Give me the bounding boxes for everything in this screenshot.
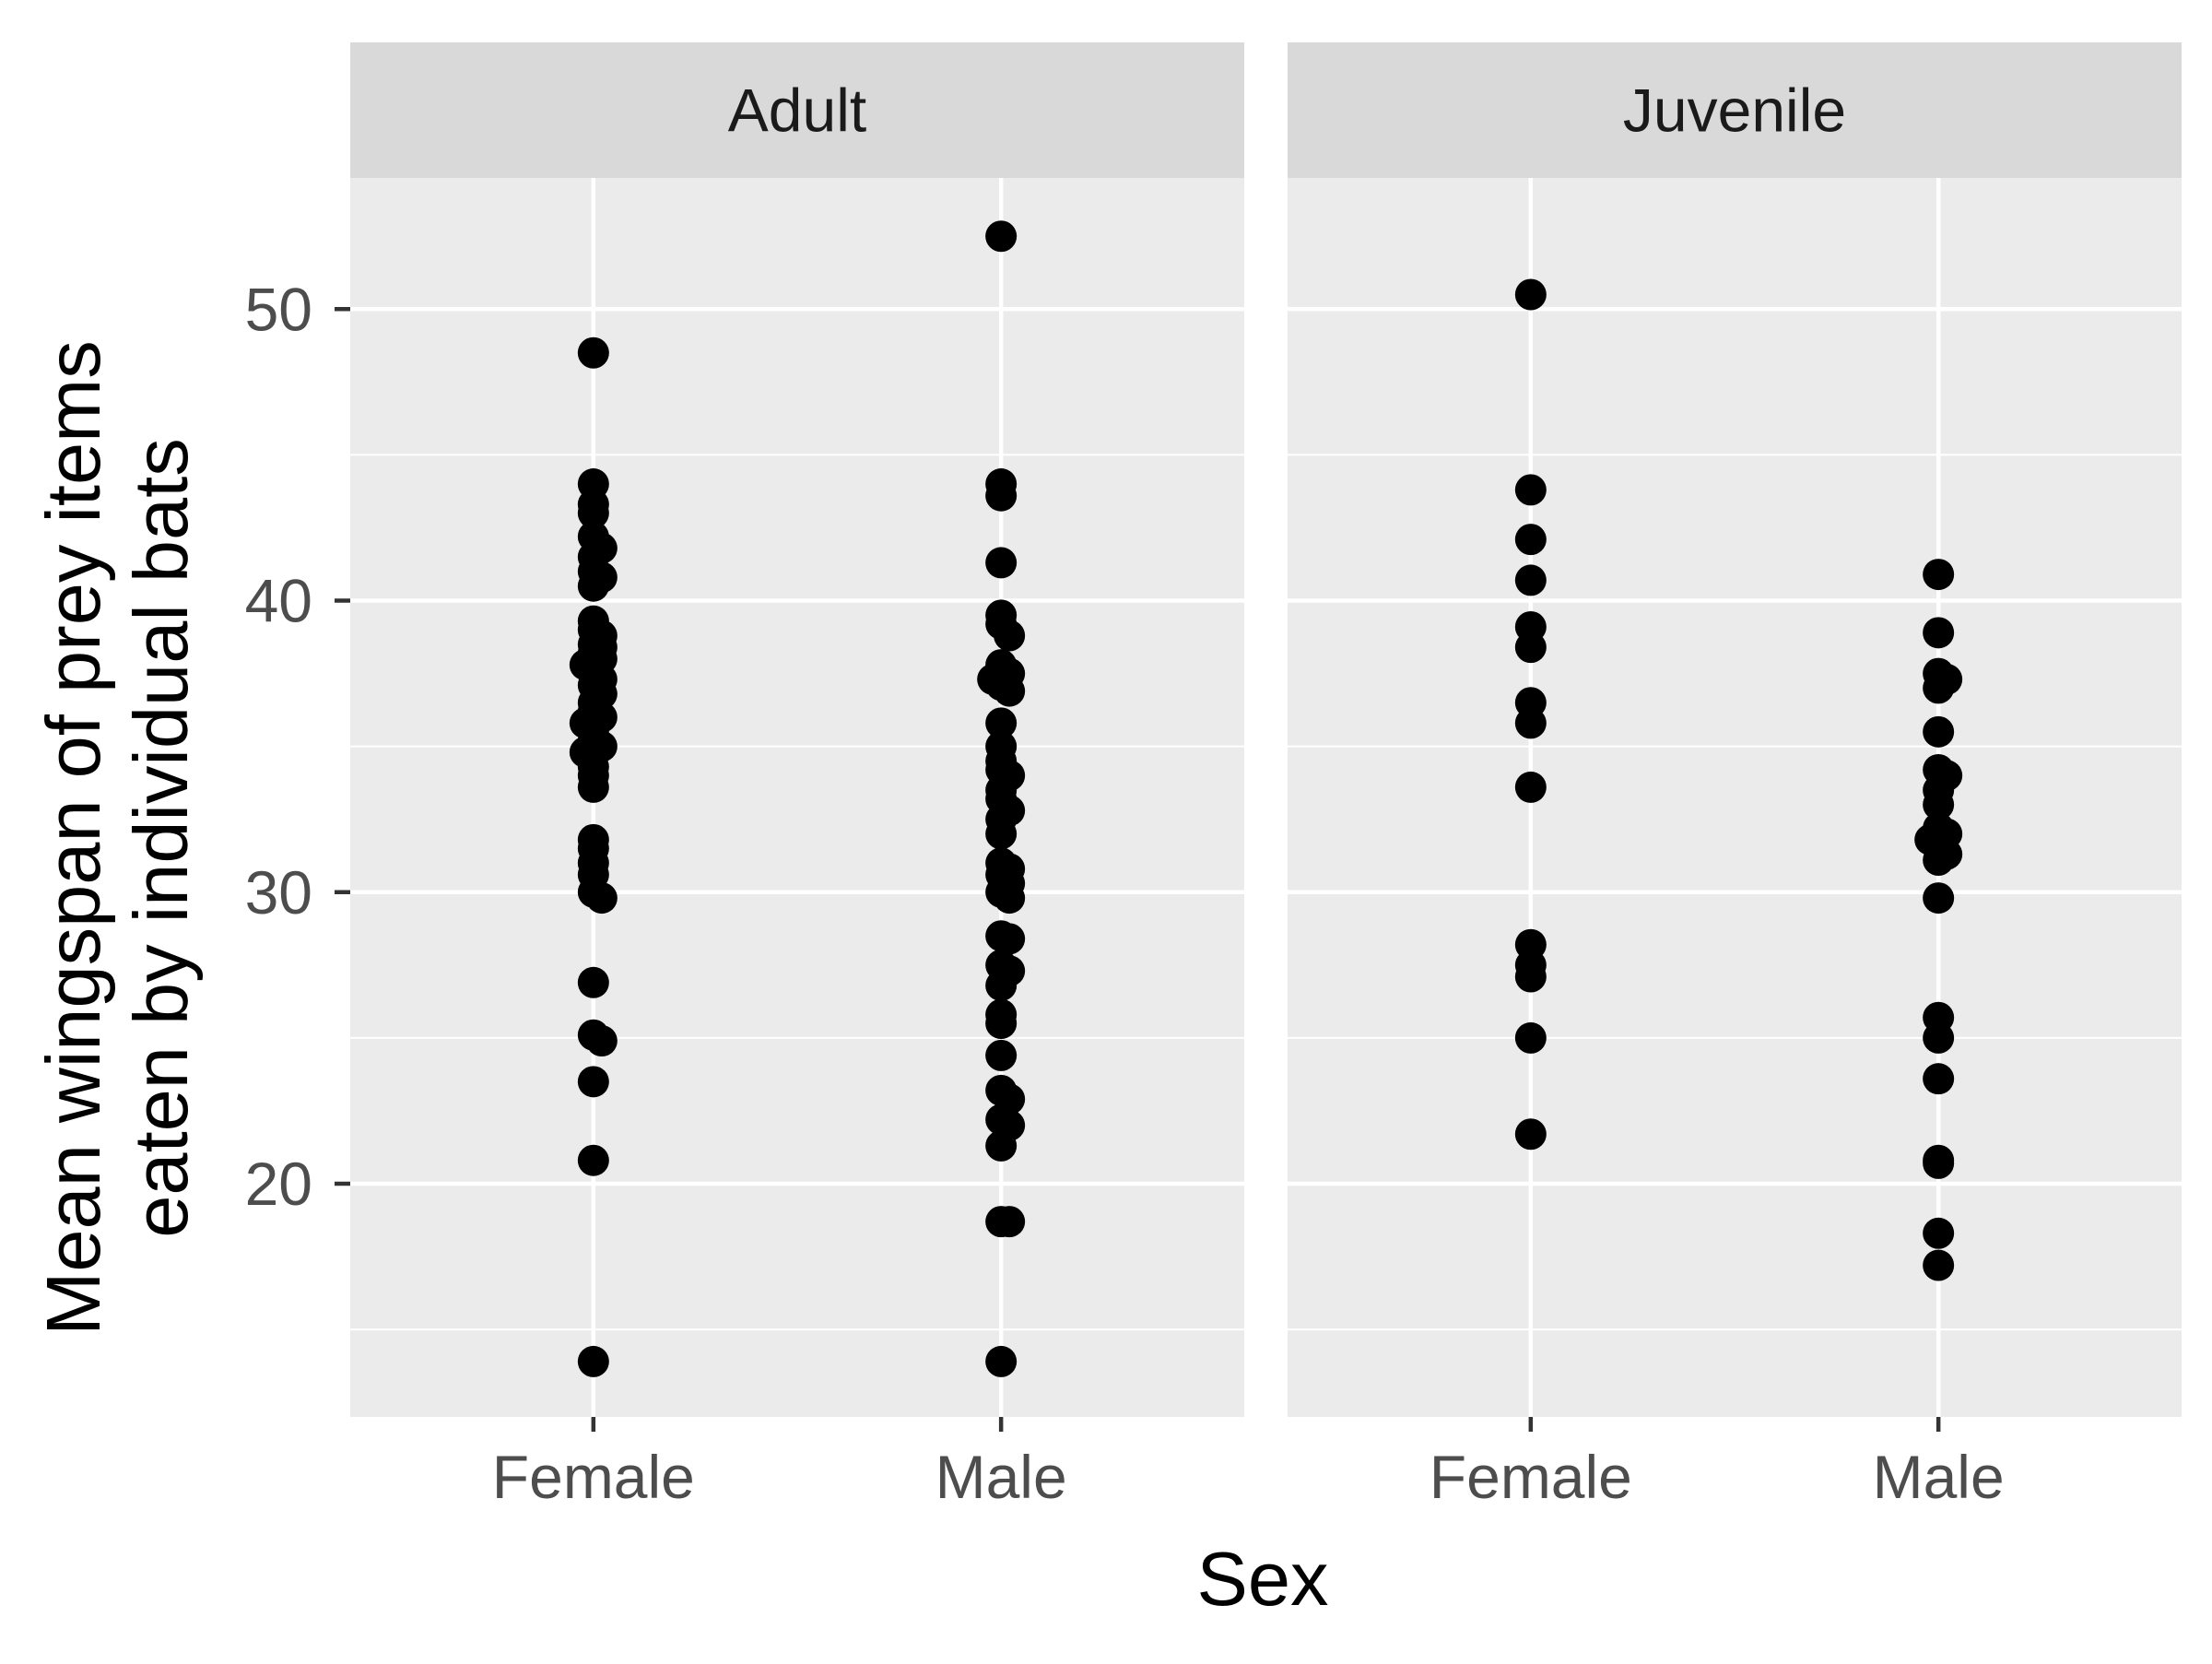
data-point xyxy=(1923,844,1955,876)
data-point xyxy=(985,479,1018,512)
data-point xyxy=(985,707,1018,739)
data-point xyxy=(994,882,1026,915)
y-axis-title: Mean wingspan of prey items eaten by ind… xyxy=(30,340,204,1336)
x-axis-title: Sex xyxy=(1196,1536,1328,1622)
data-point xyxy=(577,966,609,998)
x-tick-label: Male xyxy=(935,1443,1067,1511)
data-point xyxy=(994,620,1026,652)
facet-panel-adult: Adult xyxy=(350,42,1244,1417)
series-male xyxy=(977,220,1026,1377)
data-point xyxy=(985,969,1018,1001)
y-tick-label: 20 xyxy=(245,1150,312,1218)
data-point xyxy=(577,771,609,803)
data-point xyxy=(1514,961,1547,993)
data-point xyxy=(1514,564,1547,596)
y-axis-title-line-1: Mean wingspan of prey items xyxy=(30,340,116,1336)
data-point xyxy=(1923,788,1955,820)
y-axis-title-line-2: eaten by individual bats xyxy=(118,438,204,1238)
data-point xyxy=(1923,1147,1955,1179)
data-point xyxy=(577,1144,609,1176)
data-point xyxy=(577,1066,609,1098)
data-point xyxy=(985,547,1018,579)
facet-strip-label: Juvenile xyxy=(1623,77,1846,145)
series-male xyxy=(1914,559,1963,1281)
data-point xyxy=(1514,1118,1547,1151)
data-point xyxy=(1923,1021,1955,1054)
data-point xyxy=(985,818,1018,850)
data-point xyxy=(985,1129,1018,1162)
data-point xyxy=(1514,524,1547,556)
y-axis: 20 30 40 50 xyxy=(245,275,350,1218)
data-point xyxy=(994,1206,1026,1238)
data-point xyxy=(1923,672,1955,704)
data-point xyxy=(985,1008,1018,1040)
y-tick-label: 50 xyxy=(245,275,312,343)
data-point xyxy=(577,570,609,602)
data-point xyxy=(1514,474,1547,506)
facet-strip xyxy=(1288,42,2182,178)
data-point xyxy=(577,497,609,529)
panels-layer: Adult Juvenile xyxy=(350,42,2182,1417)
data-point xyxy=(985,220,1018,253)
data-point xyxy=(1923,1063,1955,1095)
data-point xyxy=(1514,707,1547,739)
data-point xyxy=(577,336,609,369)
data-point xyxy=(1923,559,1955,591)
data-point xyxy=(994,923,1026,955)
data-point xyxy=(1923,715,1955,748)
facet-strip-label: Adult xyxy=(728,77,866,145)
data-point xyxy=(585,1025,618,1057)
data-point xyxy=(994,675,1026,707)
x-axis: Female Male Female Male xyxy=(492,1417,2005,1511)
data-point xyxy=(1923,882,1955,915)
data-point xyxy=(985,1039,1018,1071)
data-point xyxy=(1514,278,1547,311)
data-point xyxy=(585,882,618,915)
facet-strip xyxy=(350,42,1244,178)
data-point xyxy=(1514,771,1547,803)
y-tick-label: 30 xyxy=(245,858,312,926)
data-point xyxy=(1923,1217,1955,1249)
panel-background xyxy=(1288,178,2182,1417)
x-tick-label: Female xyxy=(1430,1443,1632,1511)
facet-panel-juvenile: Juvenile xyxy=(1288,42,2182,1417)
data-point xyxy=(1514,631,1547,664)
data-point xyxy=(1514,1021,1547,1054)
panel-background xyxy=(350,178,1244,1417)
series-female xyxy=(1514,278,1547,1151)
data-point xyxy=(577,1345,609,1377)
data-point xyxy=(1923,1249,1955,1281)
y-tick-label: 40 xyxy=(245,567,312,635)
x-tick-label: Male xyxy=(1873,1443,2005,1511)
data-point xyxy=(985,1345,1018,1377)
x-tick-label: Female xyxy=(492,1443,695,1511)
data-point xyxy=(1923,617,1955,649)
series-female xyxy=(569,336,618,1377)
